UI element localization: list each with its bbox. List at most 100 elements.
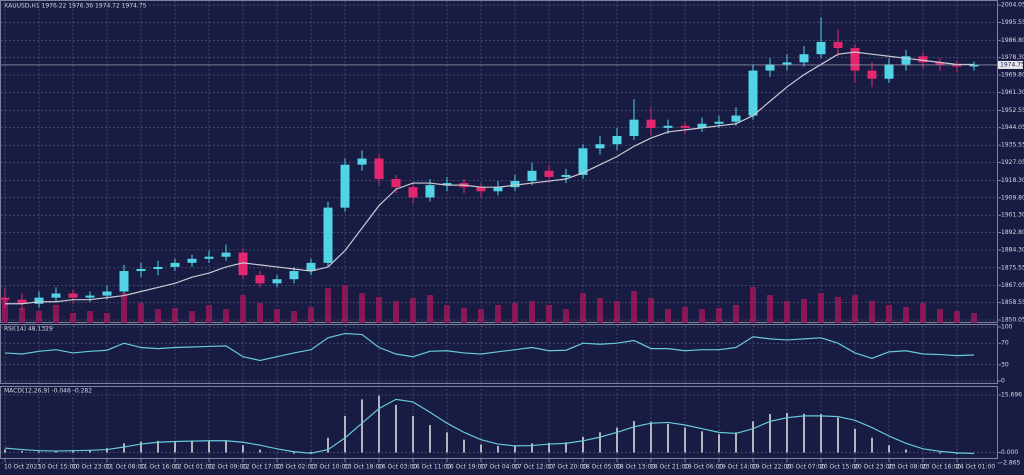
candle-body — [255, 275, 265, 284]
y-tick-label: 1978.30 — [1001, 54, 1024, 61]
x-tick-label: 24 Oct 01:00 — [956, 464, 995, 471]
chart-title: XAUUSD,H1 1976.22 1976.36 1974.72 1974.7… — [4, 3, 147, 10]
macd-bar — [446, 432, 448, 453]
macd-bar — [939, 452, 941, 454]
y-tick-label: 1927.05 — [1001, 159, 1024, 166]
x-tick-label: 16 Oct 19:00 — [446, 464, 485, 471]
candle-body — [425, 185, 435, 198]
volume-bar — [19, 308, 25, 323]
last-price-label: 1974.75 — [1000, 61, 1024, 68]
macd-bar — [871, 437, 873, 453]
macd-bar — [310, 451, 312, 453]
macd-bar — [174, 441, 176, 453]
macd-bar — [633, 420, 635, 453]
macd-bar — [582, 436, 584, 453]
y-tick-label: 70 — [1001, 340, 1009, 347]
y-tick-label: 0 — [1001, 378, 1005, 385]
candle-body — [357, 158, 367, 165]
candle-body — [969, 64, 979, 67]
volume-bar — [104, 313, 110, 323]
candle-body — [204, 256, 214, 259]
macd-bar — [854, 428, 856, 453]
x-tick-label: 13 Oct 10:00 — [310, 464, 349, 471]
y-tick-label: 1944.05 — [1001, 124, 1024, 131]
volume-bar — [563, 309, 569, 323]
macd-bar — [463, 439, 465, 453]
y-tick-label: 30 — [1001, 361, 1009, 368]
volume-bar — [767, 295, 773, 323]
volume-bar — [886, 305, 892, 323]
macd-bar — [888, 445, 890, 453]
volume-bar — [189, 311, 195, 323]
macd-bar — [242, 445, 244, 453]
macd-signal — [4, 398, 975, 455]
macd-bar — [259, 449, 261, 453]
y-tick-label: 1961.30 — [1001, 89, 1024, 96]
macd-bar — [208, 440, 210, 453]
y-tick-label: 1918.30 — [1001, 177, 1024, 184]
rsi-line — [4, 332, 975, 362]
candle-body — [51, 293, 61, 298]
candle-body — [136, 268, 146, 272]
y-tick-label: 0.000 — [1001, 449, 1018, 456]
volume-bar — [835, 297, 841, 323]
volume-bar — [818, 293, 824, 323]
volume-bar — [920, 303, 926, 323]
candle-body — [85, 295, 95, 298]
candle-body — [561, 174, 571, 177]
candle-body — [68, 293, 78, 298]
macd-bar — [752, 421, 754, 453]
macd-bar — [548, 442, 550, 453]
candle-body — [527, 170, 537, 182]
macd-bar — [191, 440, 193, 453]
volume-bar — [495, 305, 501, 323]
y-tick-label: 100 — [1001, 324, 1013, 331]
volume-bar — [682, 307, 688, 323]
volume-bar — [308, 307, 314, 323]
x-tick-label: 20 Oct 15:00 — [820, 464, 859, 471]
candle-body — [765, 64, 775, 71]
candle-body — [646, 119, 656, 128]
x-tick-label: 20 Oct 23:00 — [854, 464, 893, 471]
macd-bar — [106, 448, 108, 453]
volume-bar — [869, 301, 875, 323]
volume-bar — [937, 309, 943, 323]
volume-bar — [716, 308, 722, 323]
y-tick-label: 1884.30 — [1001, 246, 1024, 253]
macd-bar — [72, 450, 74, 453]
candle-body — [238, 252, 248, 276]
candle-body — [340, 164, 350, 208]
moving-average — [5, 51, 974, 305]
candle-body — [323, 207, 333, 263]
x-tick-label: 18 Oct 21:00 — [650, 464, 689, 471]
volume-bar — [614, 301, 620, 323]
macd-bar — [361, 399, 363, 453]
x-tick-label: 19 Oct 22:00 — [752, 464, 791, 471]
y-tick-label: 1969.80 — [1001, 72, 1024, 79]
x-tick-label: 23 Oct 16:00 — [922, 464, 961, 471]
macd-bar — [718, 434, 720, 453]
candle-body — [850, 48, 860, 71]
candle-body — [833, 41, 843, 49]
macd-bar — [701, 431, 703, 453]
macd-bar — [123, 443, 125, 453]
candle-body — [17, 299, 27, 304]
volume-bar — [274, 309, 280, 323]
candle-body — [918, 56, 928, 63]
y-tick-label: 1909.80 — [1001, 194, 1024, 201]
candle-body — [0, 297, 10, 300]
volume-bar — [665, 309, 671, 323]
volume-bar — [342, 285, 348, 323]
x-tick-label: 10 Oct 15:00 — [38, 464, 77, 471]
candle-body — [391, 178, 401, 188]
y-tick-label: 1995.55 — [1001, 19, 1024, 26]
macd-bar — [157, 440, 159, 453]
volume-bar — [376, 297, 382, 323]
volume-bar — [852, 295, 858, 323]
candle-body — [170, 262, 180, 267]
last-price-box — [998, 60, 1023, 69]
macd-bar — [531, 443, 533, 453]
x-tick-label: 11 Oct 16:00 — [140, 464, 179, 471]
x-tick-label: 17 Oct 20:00 — [548, 464, 587, 471]
